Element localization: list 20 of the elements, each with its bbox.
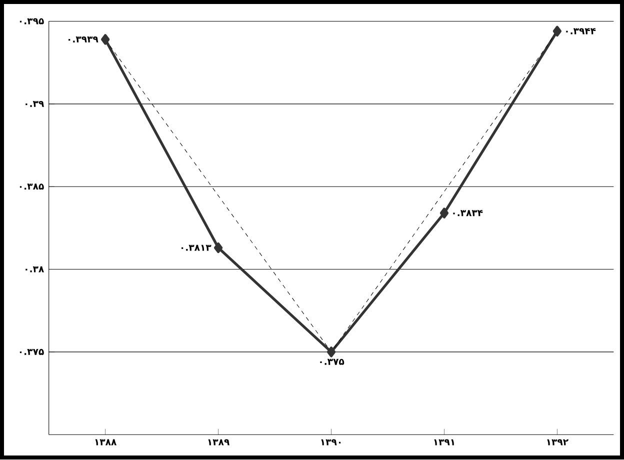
x-tick-label: ۱۳۹۰ bbox=[321, 440, 341, 446]
data-label: ۰.۳۷۵ bbox=[320, 359, 344, 366]
y-tick-label: ۰.۳۹ bbox=[26, 101, 44, 108]
y-tick-label: ۰.۳۷۵ bbox=[20, 349, 44, 356]
y-tick-label: ۰.۳۸۵ bbox=[20, 184, 44, 190]
data-label: ۰.۳۹۳۹ bbox=[68, 36, 98, 43]
point bbox=[552, 26, 562, 37]
x-tick-label: ۱۳۸۸ bbox=[95, 440, 117, 446]
y-tick-label: ۰.۳۸ bbox=[26, 266, 44, 272]
x-tick-label: ۱۳۸۹ bbox=[208, 440, 230, 446]
y-tick-label: ۰.۳۹۵ bbox=[20, 18, 44, 25]
point bbox=[214, 242, 223, 254]
point bbox=[101, 34, 110, 46]
data-label: ۰.۳۹۴۴ bbox=[566, 28, 596, 34]
point bbox=[326, 346, 336, 358]
x-tick-label: ۱۳۹۱ bbox=[434, 440, 454, 446]
x-tick-label: ۱۳۹۲ bbox=[547, 440, 568, 446]
data-label: ۰.۳۸۳۴ bbox=[453, 210, 483, 216]
data-label: ۰.۳۸۱۳ bbox=[181, 245, 212, 251]
point bbox=[440, 208, 449, 219]
